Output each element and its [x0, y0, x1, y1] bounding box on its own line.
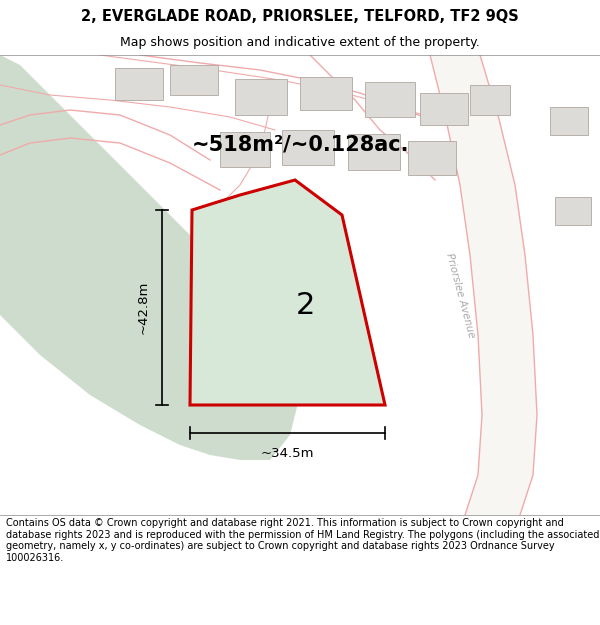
Text: Map shows position and indicative extent of the property.: Map shows position and indicative extent…	[120, 36, 480, 49]
Bar	[282, 130, 334, 165]
Bar	[115, 68, 163, 100]
Bar	[300, 77, 352, 110]
Text: ~518m²/~0.128ac.: ~518m²/~0.128ac.	[191, 135, 409, 155]
Bar	[170, 65, 218, 95]
Polygon shape	[430, 55, 537, 515]
Bar	[348, 134, 400, 170]
Bar	[408, 141, 456, 175]
Polygon shape	[0, 55, 300, 460]
Bar	[550, 107, 588, 135]
Bar	[420, 93, 468, 125]
Text: 2, EVERGLADE ROAD, PRIORSLEE, TELFORD, TF2 9QS: 2, EVERGLADE ROAD, PRIORSLEE, TELFORD, T…	[81, 9, 519, 24]
Text: 2: 2	[295, 291, 314, 319]
Text: ~34.5m: ~34.5m	[261, 447, 314, 460]
Polygon shape	[190, 180, 385, 405]
Bar	[365, 82, 415, 117]
Bar	[235, 79, 287, 115]
Bar	[470, 85, 510, 115]
Text: ~42.8m: ~42.8m	[137, 281, 150, 334]
Text: Contains OS data © Crown copyright and database right 2021. This information is : Contains OS data © Crown copyright and d…	[6, 518, 599, 563]
Text: Priorslee Avenue: Priorslee Avenue	[444, 251, 476, 339]
Bar	[555, 197, 591, 225]
Bar	[220, 132, 270, 167]
